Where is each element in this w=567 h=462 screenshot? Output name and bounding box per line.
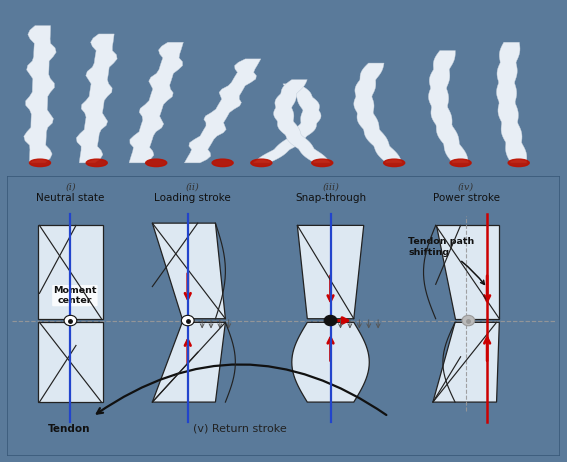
Ellipse shape xyxy=(450,159,471,167)
Ellipse shape xyxy=(86,159,107,167)
Polygon shape xyxy=(24,25,56,163)
Text: (iii): (iii) xyxy=(322,182,339,191)
Polygon shape xyxy=(433,322,500,402)
Polygon shape xyxy=(429,51,468,163)
Polygon shape xyxy=(153,322,226,402)
Ellipse shape xyxy=(312,159,333,167)
Polygon shape xyxy=(497,43,527,163)
Polygon shape xyxy=(354,63,402,163)
Ellipse shape xyxy=(384,159,405,167)
Text: Loading stroke: Loading stroke xyxy=(154,193,231,203)
Polygon shape xyxy=(429,51,468,163)
Text: Power stroke: Power stroke xyxy=(433,193,500,203)
Text: (ii): (ii) xyxy=(185,182,199,191)
Polygon shape xyxy=(292,322,369,402)
Polygon shape xyxy=(129,43,183,163)
Polygon shape xyxy=(39,322,103,402)
Polygon shape xyxy=(253,84,321,163)
Text: Tendon: Tendon xyxy=(48,424,91,434)
Circle shape xyxy=(462,316,475,326)
Polygon shape xyxy=(129,43,183,163)
Polygon shape xyxy=(354,63,402,163)
Polygon shape xyxy=(77,34,117,163)
Polygon shape xyxy=(497,43,527,163)
Polygon shape xyxy=(297,225,364,319)
Ellipse shape xyxy=(508,159,529,167)
Polygon shape xyxy=(274,79,330,163)
Text: (i): (i) xyxy=(65,182,76,191)
Text: Moment
center: Moment center xyxy=(53,286,96,305)
Polygon shape xyxy=(184,59,261,163)
Circle shape xyxy=(64,316,77,326)
Polygon shape xyxy=(274,79,330,163)
Polygon shape xyxy=(24,25,56,163)
Text: (iv): (iv) xyxy=(458,182,474,191)
Text: Snap-through: Snap-through xyxy=(295,193,366,203)
Polygon shape xyxy=(435,225,500,319)
Circle shape xyxy=(324,316,337,326)
Polygon shape xyxy=(39,225,103,319)
Polygon shape xyxy=(153,223,226,319)
Polygon shape xyxy=(253,84,321,163)
Polygon shape xyxy=(184,59,261,163)
Ellipse shape xyxy=(29,159,50,167)
Text: Neutral state: Neutral state xyxy=(36,193,105,203)
Text: Tendon path
shifting: Tendon path shifting xyxy=(408,237,484,285)
Ellipse shape xyxy=(212,159,233,167)
Ellipse shape xyxy=(251,159,272,167)
Polygon shape xyxy=(77,34,117,163)
Circle shape xyxy=(181,316,194,326)
Text: (v) Return stroke: (v) Return stroke xyxy=(193,424,287,434)
Ellipse shape xyxy=(146,159,167,167)
